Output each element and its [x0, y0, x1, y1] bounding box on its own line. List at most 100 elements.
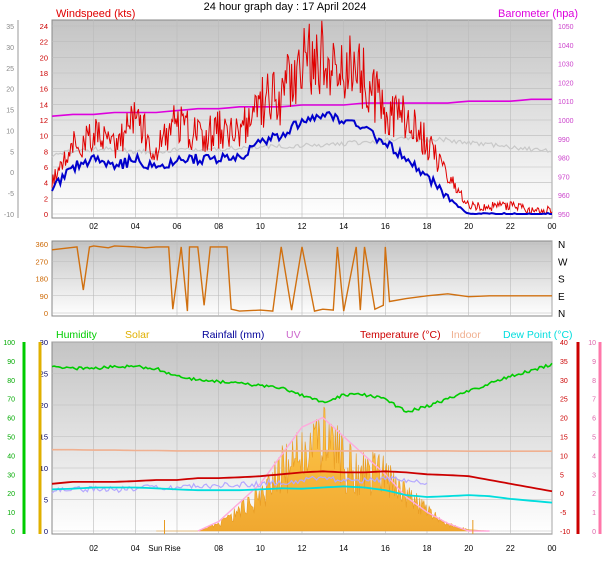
humidity-series-line — [51, 362, 553, 413]
uv-tick-label: 0 — [592, 529, 596, 536]
temperature-series-line — [51, 470, 553, 493]
wind-tick-label: 0 — [44, 210, 48, 219]
temperature-outer-tick-label: -5 — [8, 191, 14, 198]
legend-entry: Temperature (°C) — [360, 329, 441, 341]
humidity-tick-label: 80 — [7, 378, 15, 385]
humidity-tick-label: 90 — [7, 359, 15, 366]
compass-label: E — [558, 292, 565, 303]
legend-entry: Indoor — [451, 329, 481, 341]
x-tick-label: 14 — [339, 544, 348, 553]
wind-tick-label: 18 — [40, 69, 48, 78]
legend-entry: UV — [286, 329, 301, 341]
barometer-tick-label: 960 — [558, 193, 570, 200]
temperature-tick-label: 10 — [560, 453, 568, 460]
temperature-outer-tick-label: 5 — [10, 149, 14, 156]
temperature-tick-label: 15 — [560, 435, 568, 442]
humidity-tick-label: 30 — [7, 472, 15, 479]
direction-tick-label: 90 — [40, 292, 48, 301]
x-tick-label: 22 — [506, 544, 515, 553]
temperature-tick-label: 25 — [560, 397, 568, 404]
rainfall-tick-label: 10 — [40, 464, 48, 473]
compass-label: N — [558, 240, 565, 251]
barometer-tick-label: 1050 — [558, 24, 574, 31]
dewpoint-series-line — [51, 485, 553, 504]
x-tick-label: 18 — [423, 222, 432, 231]
windspeed-gust-line — [51, 20, 553, 216]
rainfall-tick-label: 25 — [40, 370, 48, 379]
direction-tick-label: 180 — [35, 275, 48, 284]
wind-tick-label: 20 — [40, 53, 48, 62]
uv-tick-label: 3 — [592, 472, 596, 479]
wind-tick-label: 24 — [40, 22, 48, 31]
humidity-tick-label: 40 — [7, 453, 15, 460]
temperature-outer-tick-label: -10 — [4, 212, 14, 219]
temperature-outer-tick-label: 20 — [6, 87, 14, 94]
humidity-tick-label: 50 — [7, 435, 15, 442]
temperature-outer-tick-label: 10 — [6, 128, 14, 135]
direction-tick-label: 360 — [35, 240, 48, 249]
temperature-outer-tick-label: 25 — [6, 66, 14, 73]
wind-tick-label: 6 — [44, 163, 48, 172]
uv-tick-label: 7 — [592, 397, 596, 404]
uv-tick-label: 4 — [592, 453, 596, 460]
x-tick-label: 06 — [173, 222, 182, 231]
temperature-tick-label: -5 — [560, 510, 566, 517]
wind-tick-label: 2 — [44, 194, 48, 203]
compass-label: S — [558, 275, 565, 286]
x-tick-label: 20 — [464, 222, 473, 231]
chart-title: 24 hour graph day : 17 April 2024 — [204, 1, 367, 13]
x-tick-label: 00 — [548, 544, 557, 553]
barometer-tick-label: 970 — [558, 174, 570, 181]
barometer-tick-label: 950 — [558, 212, 570, 219]
humidity-tick-label: 20 — [7, 491, 15, 498]
uv-tick-label: 2 — [592, 491, 596, 498]
legend-entry: Solar — [125, 329, 150, 341]
x-tick-label: 04 — [131, 544, 140, 553]
uv-tick-label: 10 — [588, 340, 596, 347]
x-tick-label: 16 — [381, 222, 390, 231]
barometer-tick-label: 990 — [558, 137, 570, 144]
wind-direction-series-line — [51, 245, 552, 312]
temperature-tick-label: 0 — [560, 491, 564, 498]
barometer-tick-label: 980 — [558, 156, 570, 163]
temperature-tick-label: 40 — [560, 340, 568, 347]
wind-tick-label: 16 — [40, 85, 48, 94]
x-tick-label: 04 — [131, 222, 140, 231]
barometer-tick-label: 1000 — [558, 118, 574, 125]
temperature-outer-tick-label: 30 — [6, 45, 14, 52]
apparent-temperature-trace — [51, 475, 428, 494]
x-tick-label: 12 — [298, 222, 307, 231]
uv-series-line — [197, 416, 490, 532]
x-tick-label: 14 — [339, 222, 348, 231]
x-tick-label: 12 — [298, 544, 307, 553]
wind-tick-label: 12 — [40, 116, 48, 125]
compass-label: N — [558, 309, 565, 320]
x-tick-label: 10 — [256, 222, 265, 231]
windspeed-axis-label: Windspeed (kts) — [56, 8, 135, 20]
temperature-tick-label: 5 — [560, 472, 564, 479]
x-tick-label: 20 — [464, 544, 473, 553]
compass-label: W — [558, 257, 568, 268]
direction-tick-label: 270 — [35, 257, 48, 266]
temperature-tick-label: 20 — [560, 416, 568, 423]
humidity-tick-label: 60 — [7, 416, 15, 423]
wind-tick-label: 10 — [40, 132, 48, 141]
rainfall-tick-label: 5 — [44, 496, 48, 505]
wind-tick-label: 4 — [44, 179, 48, 188]
x-tick-label: 00 — [548, 222, 557, 231]
uv-tick-label: 6 — [592, 416, 596, 423]
humidity-tick-label: 100 — [3, 340, 15, 347]
temperature-tick-label: 35 — [560, 359, 568, 366]
temperature-trace — [51, 136, 553, 158]
rainfall-tick-label: 20 — [40, 401, 48, 410]
x-tick-label: 02 — [89, 544, 98, 553]
temperature-outer-tick-label: 35 — [6, 24, 14, 31]
indoor-series-line — [52, 448, 552, 452]
x-tick-label: 22 — [506, 222, 515, 231]
rainfall-tick-label: 15 — [40, 433, 48, 442]
uv-tick-label: 8 — [592, 378, 596, 385]
rainfall-tick-label: 0 — [44, 527, 48, 536]
legend-entry: Dew Point (°C) — [503, 329, 573, 341]
